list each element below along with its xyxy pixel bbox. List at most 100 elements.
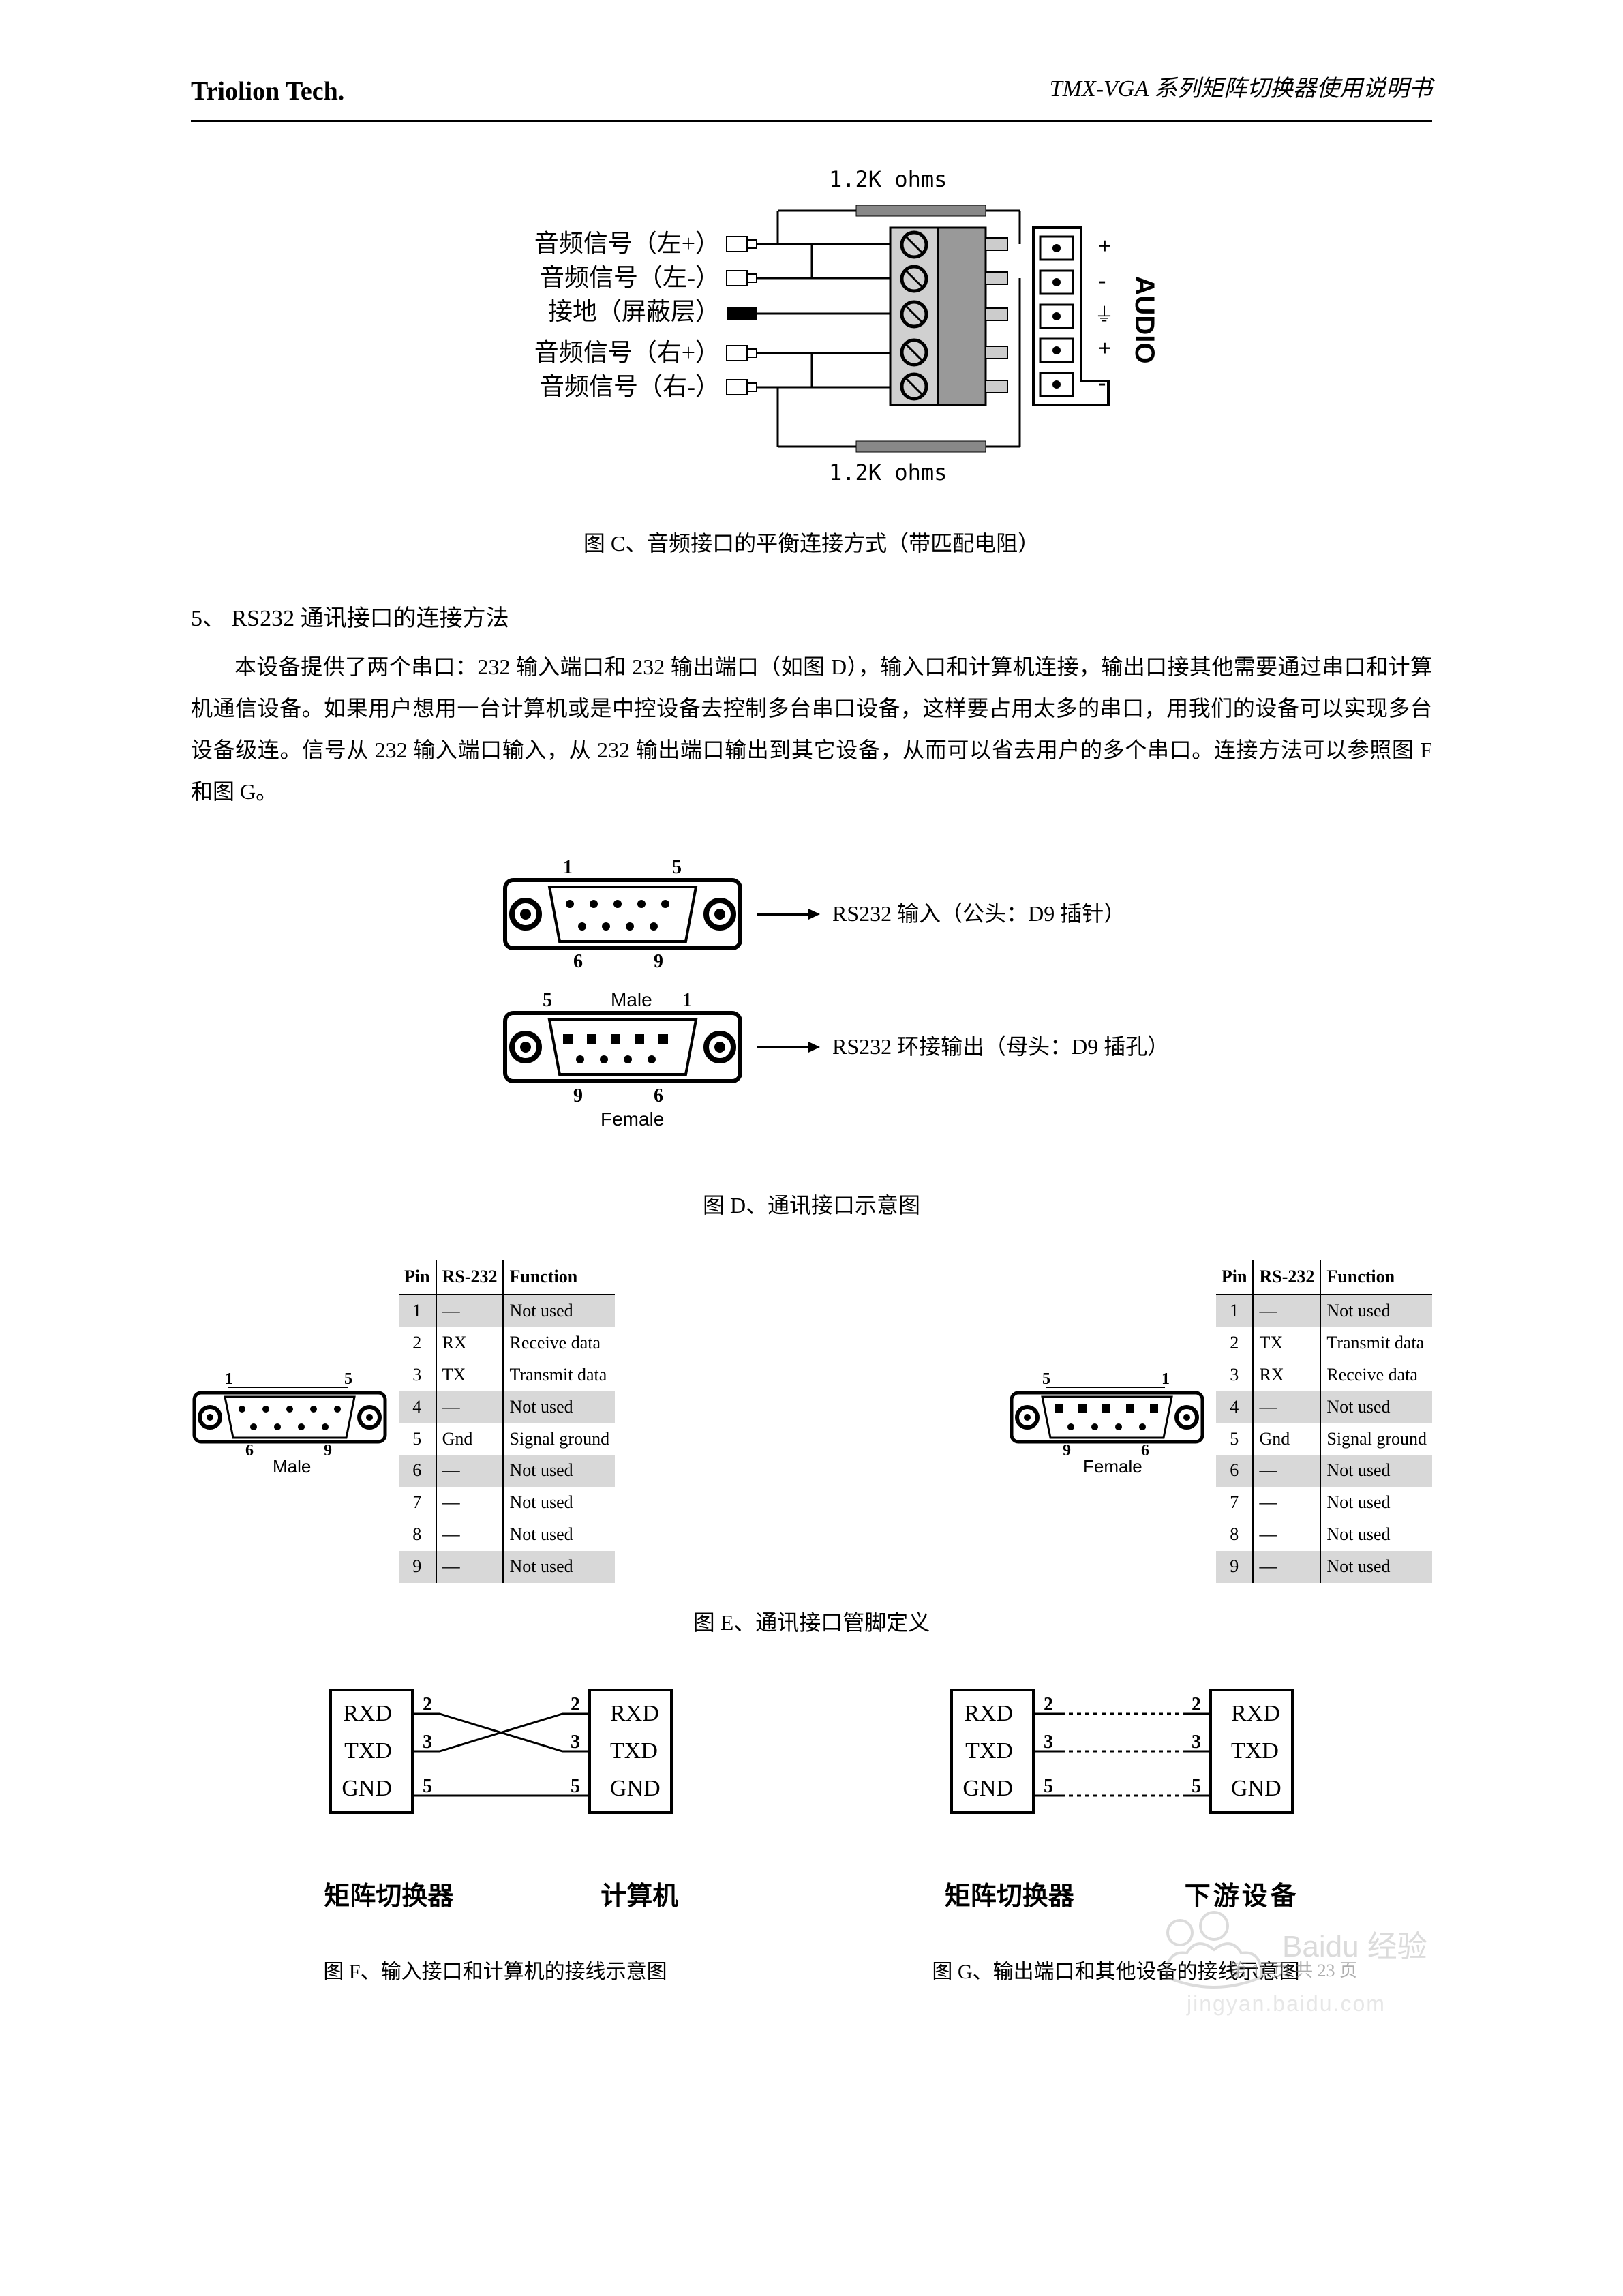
figure-d-svg: 1 5 6 9 RS232 输入（公头：D9 插针） 5 Male 1 9 6 … — [437, 853, 1187, 1153]
fig-f-right-label: 计算机 — [601, 1873, 678, 1920]
pin-4: - — [1098, 370, 1106, 395]
fig-g-left-label: 矩阵切换器 — [945, 1873, 1074, 1920]
fig-d-arrow1: RS232 输入（公头：D9 插针） — [832, 901, 1125, 926]
figure-e-caption: 图 E、通讯接口管脚定义 — [191, 1603, 1432, 1643]
pin-1: - — [1098, 268, 1106, 293]
figure-f: RXD TXD GND RXD TXD GND 2 3 5 2 3 5 — [324, 1683, 678, 1920]
figure-e: 1 5 6 9 Male PinRS-232Function 1—Not use… — [191, 1260, 1432, 1583]
table-row: 8—Not used — [399, 1519, 615, 1551]
pin-2: ⏚ — [1095, 305, 1114, 326]
ohms-top: 1.2K ohms — [829, 166, 947, 192]
figure-fg: RXD TXD GND RXD TXD GND 2 3 5 2 3 5 — [191, 1683, 1432, 1920]
svg-text:TXD: TXD — [610, 1738, 658, 1764]
svg-text:2: 2 — [1044, 1694, 1053, 1715]
page-header: Triolion Tech. TMX-VGA 系列矩阵切换器使用说明书 — [191, 68, 1432, 122]
pin-0: + — [1098, 234, 1111, 259]
header-brand: Triolion Tech. — [191, 68, 344, 115]
plugs-left — [727, 237, 757, 395]
svg-text:RXD: RXD — [610, 1701, 659, 1726]
svg-text:6: 6 — [245, 1442, 254, 1460]
svg-text:RXD: RXD — [964, 1701, 1013, 1726]
pin-table-female: PinRS-232Function 1—Not used2TXTransmit … — [1216, 1260, 1432, 1583]
svg-text:5: 5 — [672, 857, 682, 878]
pin-3: + — [1098, 336, 1111, 361]
d9-female-small: 5 1 9 6 Female — [1008, 1367, 1206, 1476]
svg-text:5: 5 — [571, 1776, 580, 1797]
male-label: Male — [611, 989, 652, 1010]
d9-male-top: 1 5 6 9 RS232 输入（公头：D9 插针） — [505, 857, 1125, 972]
table-row: 4—Not used — [399, 1391, 615, 1423]
audio-label: AUDIO — [1129, 276, 1159, 364]
table-row: 3TXTransmit data — [399, 1359, 615, 1391]
table-row: 5GndSignal ground — [399, 1423, 615, 1455]
table-row: 1—Not used — [1216, 1295, 1432, 1327]
sig-1: 音频信号（左-） — [540, 264, 720, 291]
svg-text:RXD: RXD — [343, 1701, 392, 1726]
svg-text:6: 6 — [573, 951, 583, 972]
svg-text:5: 5 — [344, 1370, 352, 1388]
figure-g: RXD TXD GND RXD TXD GND 2 3 5 2 3 5 矩阵切换… — [945, 1683, 1299, 1920]
svg-text:3: 3 — [1192, 1732, 1201, 1753]
svg-text:2: 2 — [571, 1694, 580, 1715]
svg-text:GND: GND — [610, 1776, 661, 1801]
header-manual-title: TMX-VGA 系列矩阵切换器使用说明书 — [1050, 68, 1432, 115]
svg-text:TXD: TXD — [1231, 1738, 1279, 1764]
terminal-block — [890, 228, 1007, 405]
table-row: 8—Not used — [1216, 1519, 1432, 1551]
svg-text:5: 5 — [1042, 1370, 1050, 1388]
svg-text:3: 3 — [1044, 1732, 1053, 1753]
svg-text:9: 9 — [654, 951, 663, 972]
table-row: 7—Not used — [1216, 1487, 1432, 1519]
svg-text:GND: GND — [1231, 1776, 1281, 1801]
svg-text:TXD: TXD — [965, 1738, 1013, 1764]
svg-text:9: 9 — [324, 1442, 332, 1460]
table-row: 2TXTransmit data — [1216, 1327, 1432, 1359]
d9-male-small: 1 5 6 9 Male — [191, 1367, 389, 1476]
ohms-bottom: 1.2K ohms — [829, 459, 947, 485]
svg-text:3: 3 — [571, 1732, 580, 1753]
svg-text:5: 5 — [1192, 1776, 1201, 1797]
figure-c: 1.2K ohms 1.2K ohms 音频信号（左+） 音频信号（左-） 接地… — [191, 163, 1432, 504]
svg-text:9: 9 — [1063, 1442, 1071, 1460]
svg-text:2: 2 — [423, 1694, 432, 1715]
svg-text:1: 1 — [225, 1370, 233, 1388]
svg-text:GND: GND — [962, 1776, 1013, 1801]
female-label: Female — [601, 1108, 664, 1130]
sig-4: 音频信号（右-） — [540, 373, 720, 400]
fig-f-left-label: 矩阵切换器 — [324, 1873, 453, 1920]
resistor-top — [856, 205, 986, 216]
d9-female-bottom: 9 6 Female RS232 环接输出（母头：D9 插孔） — [505, 1013, 1169, 1130]
svg-text:Female: Female — [1083, 1456, 1142, 1476]
svg-text:5: 5 — [1044, 1776, 1053, 1797]
svg-text:6: 6 — [1141, 1442, 1149, 1460]
svg-text:9: 9 — [573, 1085, 583, 1106]
fig-d-arrow2: RS232 环接输出（母头：D9 插孔） — [832, 1034, 1169, 1059]
table-row: 2RXReceive data — [399, 1327, 615, 1359]
pin-table-male: PinRS-232Function 1—Not used2RXReceive d… — [399, 1260, 615, 1583]
table-row: 6—Not used — [399, 1455, 615, 1487]
svg-text:5: 5 — [423, 1776, 432, 1797]
table-row: 9—Not used — [1216, 1551, 1432, 1583]
table-row: 3RXReceive data — [1216, 1359, 1432, 1391]
svg-text:1: 1 — [1162, 1370, 1170, 1388]
resistor-bottom — [856, 441, 986, 452]
table-row: 1—Not used — [399, 1295, 615, 1327]
section-5-title: 5、 RS232 通讯接口的连接方法 — [191, 598, 1432, 639]
table-row: 9—Not used — [399, 1551, 615, 1583]
caption-f: 图 F、输入接口和计算机的接线示意图 — [323, 1954, 667, 1991]
table-row: 4—Not used — [1216, 1391, 1432, 1423]
svg-text:3: 3 — [423, 1732, 432, 1753]
figure-d-caption: 图 D、通讯接口示意图 — [191, 1186, 1432, 1226]
svg-text:TXD: TXD — [344, 1738, 392, 1764]
svg-text:Male: Male — [273, 1456, 311, 1476]
svg-text:5: 5 — [543, 990, 552, 1011]
sig-2: 接地（屏蔽层） — [547, 298, 719, 325]
table-row: 5GndSignal ground — [1216, 1423, 1432, 1455]
sig-3: 音频信号（右+） — [534, 339, 719, 366]
page-number: 第 11 页 共 23 页 — [1229, 1955, 1357, 1987]
section-5-body: 本设备提供了两个串口：232 输入端口和 232 输出端口（如图 D），输入口和… — [191, 646, 1432, 812]
figure-d: 1 5 6 9 RS232 输入（公头：D9 插针） 5 Male 1 9 6 … — [191, 853, 1432, 1166]
table-row: 6—Not used — [1216, 1455, 1432, 1487]
svg-text:1: 1 — [563, 857, 573, 878]
svg-text:2: 2 — [1192, 1694, 1201, 1715]
